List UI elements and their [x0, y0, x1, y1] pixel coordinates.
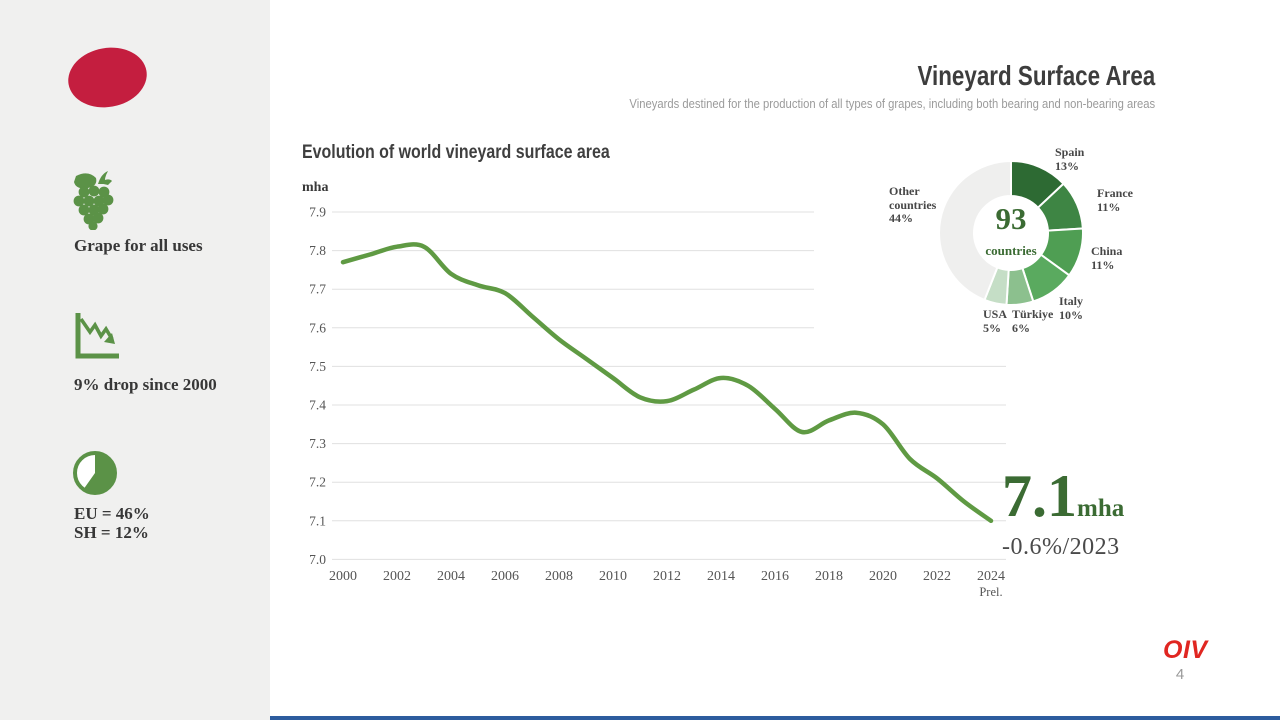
donut-chart	[938, 160, 1084, 306]
donut-label-china: China 11%	[1091, 244, 1123, 272]
donut-label-other: Other countries 44%	[889, 184, 937, 225]
svg-text:2002: 2002	[383, 569, 411, 584]
red-oval-shape	[63, 41, 152, 114]
highlight-change: -0.6%/2023	[1002, 534, 1120, 560]
slide-title: Vineyard Surface Area	[917, 60, 1155, 91]
eu-share-text: EU = 46%	[74, 504, 150, 523]
svg-text:2006: 2006	[491, 569, 519, 584]
svg-text:7.0: 7.0	[309, 552, 326, 567]
bottom-accent-bar	[270, 716, 1280, 720]
declining-chart-icon	[75, 313, 119, 359]
svg-text:2018: 2018	[815, 569, 843, 584]
pie-icon	[73, 451, 117, 495]
svg-text:2022: 2022	[923, 569, 951, 584]
sidebar-item-share-label: EU = 46% SH = 12%	[74, 504, 150, 542]
svg-text:2000: 2000	[329, 569, 357, 584]
svg-text:2012: 2012	[653, 569, 681, 584]
svg-text:7.1: 7.1	[309, 513, 326, 528]
highlight-value: 7.1	[1002, 463, 1077, 529]
sidebar: Grape for all uses 9% drop since 2000 EU…	[0, 0, 270, 720]
grapes-icon	[73, 171, 114, 230]
svg-text:7.9: 7.9	[309, 205, 326, 220]
donut-label-france: France 11%	[1097, 186, 1133, 214]
svg-text:2004: 2004	[437, 569, 465, 584]
svg-text:7.6: 7.6	[309, 320, 326, 335]
donut-label-italy: Italy 10%	[1059, 294, 1083, 322]
svg-text:7.8: 7.8	[309, 243, 326, 258]
donut-center-value: 93	[995, 201, 1027, 236]
svg-text:7.7: 7.7	[309, 282, 326, 297]
donut-label-spain: Spain 13%	[1055, 145, 1085, 173]
slide-subtitle: Vineyards destined for the production of…	[629, 97, 1155, 111]
svg-text:7.3: 7.3	[309, 436, 326, 451]
highlight-unit: mha	[1077, 495, 1125, 522]
svg-text:2016: 2016	[761, 569, 789, 584]
sidebar-item-drop-label: 9% drop since 2000	[74, 375, 217, 394]
sh-share-text: SH = 12%	[74, 523, 149, 542]
donut-label-turkiye: Türkiye 6%	[1012, 307, 1054, 335]
sidebar-item-grape-label: Grape for all uses	[74, 236, 203, 255]
donut-label-usa: USA 5%	[983, 307, 1008, 335]
svg-text:2024: 2024	[977, 569, 1005, 584]
svg-text:2008: 2008	[545, 569, 573, 584]
svg-text:7.4: 7.4	[309, 398, 326, 413]
y-axis-unit-label: mha	[302, 180, 329, 195]
svg-text:7.2: 7.2	[309, 475, 326, 490]
svg-text:7.5: 7.5	[309, 359, 326, 374]
svg-text:2020: 2020	[869, 569, 897, 584]
line-chart-title: Evolution of world vineyard surface area	[302, 142, 610, 163]
highlight-stat: 7.1mha	[1002, 466, 1124, 526]
svg-text:Prel.: Prel.	[979, 585, 1002, 599]
oiv-logo: OIV	[1163, 636, 1208, 664]
page-number: 4	[1175, 666, 1185, 683]
svg-text:2010: 2010	[599, 569, 627, 584]
donut-center-label: countries	[985, 243, 1037, 258]
svg-text:2014: 2014	[707, 569, 735, 584]
